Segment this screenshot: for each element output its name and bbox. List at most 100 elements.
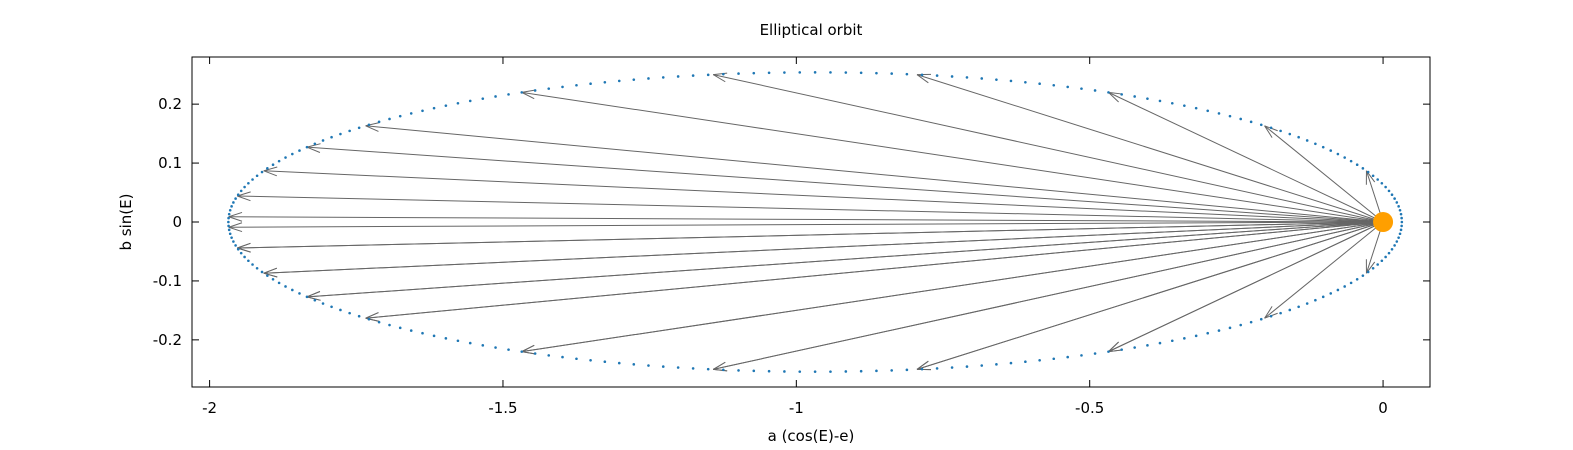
orbit-dot [1288,132,1292,136]
orbit-dot [409,112,413,115]
orbit-dot [547,87,551,90]
orbit-dot [1329,292,1333,295]
orbit-dot [1384,255,1387,259]
x-tick-label: -1.5 [488,399,517,417]
orbit-dot [950,366,954,369]
orbit-dot [1321,145,1325,149]
chart-title: Elliptical orbit [760,21,863,39]
orbit-dot [737,369,740,372]
orbit-dot [1146,97,1149,100]
orbit-dot [722,368,725,372]
orbit-dot [691,74,695,77]
orbit-dot [875,71,878,75]
orbit-dot [603,80,607,84]
orbit-dot [1120,93,1123,96]
orbit-dot [1183,337,1186,340]
orbit-dot [767,71,771,75]
orbit-dot [965,76,969,79]
orbit-dot [1355,163,1359,167]
orbit-dot [234,197,237,200]
orbit-dot [1395,201,1399,204]
orbit-dot [1297,305,1300,309]
orbit-dot [829,71,832,74]
orbit-dot [494,95,497,98]
orbit-dot [1371,266,1375,270]
position-vector [263,221,1384,278]
orbit-dot [1384,185,1387,189]
y-tick-label: 0.2 [158,95,182,113]
orbit-dot [421,331,424,335]
orbit-dot [935,74,939,77]
orbit-dot [1314,298,1317,302]
orbit-dot [632,363,636,366]
orbit-dot [1217,112,1221,115]
orbit-dot [456,101,460,105]
orbit-dot [1080,354,1083,357]
orbit-dot [520,91,524,94]
orbit-dot [247,259,250,263]
position-vector [263,166,1384,223]
position-vectors [228,72,1384,372]
y-tick-label: 0 [172,213,182,231]
orbit-dot [1080,87,1083,90]
orbit-dot [468,99,472,103]
orbit-dot [533,352,537,355]
position-vector [521,221,1384,355]
orbit-dot [1170,339,1174,343]
orbit-dot [890,369,893,372]
position-vector [237,191,1384,223]
orbit-dot [935,367,939,370]
orbit-dot [1400,220,1404,224]
orbit-dot [1269,314,1273,318]
orbit-dot [339,308,342,312]
position-vector [263,221,1384,278]
orbit-dot [481,344,485,347]
orbit-dot [617,79,621,83]
orbit-dot [1355,277,1359,281]
orbit-dot [1133,346,1136,349]
orbit-dot [367,317,371,321]
position-vector [712,72,1384,223]
orbit-dot [271,277,275,281]
position-vector [365,122,1384,223]
position-vector [228,221,1384,233]
orbit-dot [357,314,361,318]
orbit-dot [1361,167,1365,170]
orbit-dot [313,142,317,146]
x-tick-label: -1 [789,399,804,417]
orbit-dot [1349,159,1353,163]
orbit-dot [271,163,275,167]
orbit-dot [377,120,381,124]
position-vector [521,89,1384,223]
orbit-dot [1393,197,1396,200]
x-axis: -2 -1.5 -1 -0.5 0 [202,57,1388,417]
orbit-dot [507,348,510,351]
orbit-dot [533,89,537,92]
orbit-dot [247,181,250,185]
orbit-dot [239,251,243,255]
orbit-dot [722,72,725,76]
orbit-dot [1288,308,1292,312]
orbit-dot [1329,149,1333,152]
orbit-path [227,71,1404,373]
orbit-dot [829,370,832,373]
orbit-dot [1239,117,1243,121]
orbit-dot [1400,224,1403,228]
orbit-dot [277,281,281,285]
orbit-dot [1259,317,1263,321]
orbit-dot [575,357,578,361]
orbit-dot [603,360,607,364]
orbit-dot [844,370,848,373]
orbit-dot [298,149,301,152]
orbit-dot [1228,114,1232,118]
orbit-dot [1336,288,1340,292]
orbit-dot [1343,156,1346,159]
orbit-dot [920,367,924,371]
orbit-dot [255,266,259,270]
orbit-dot [298,292,301,295]
orbit-dot [1397,236,1400,239]
orbit-dot [676,75,680,78]
orbit-dot [1052,357,1056,361]
orbit-dot [251,178,254,181]
orbit-dot [589,82,592,86]
